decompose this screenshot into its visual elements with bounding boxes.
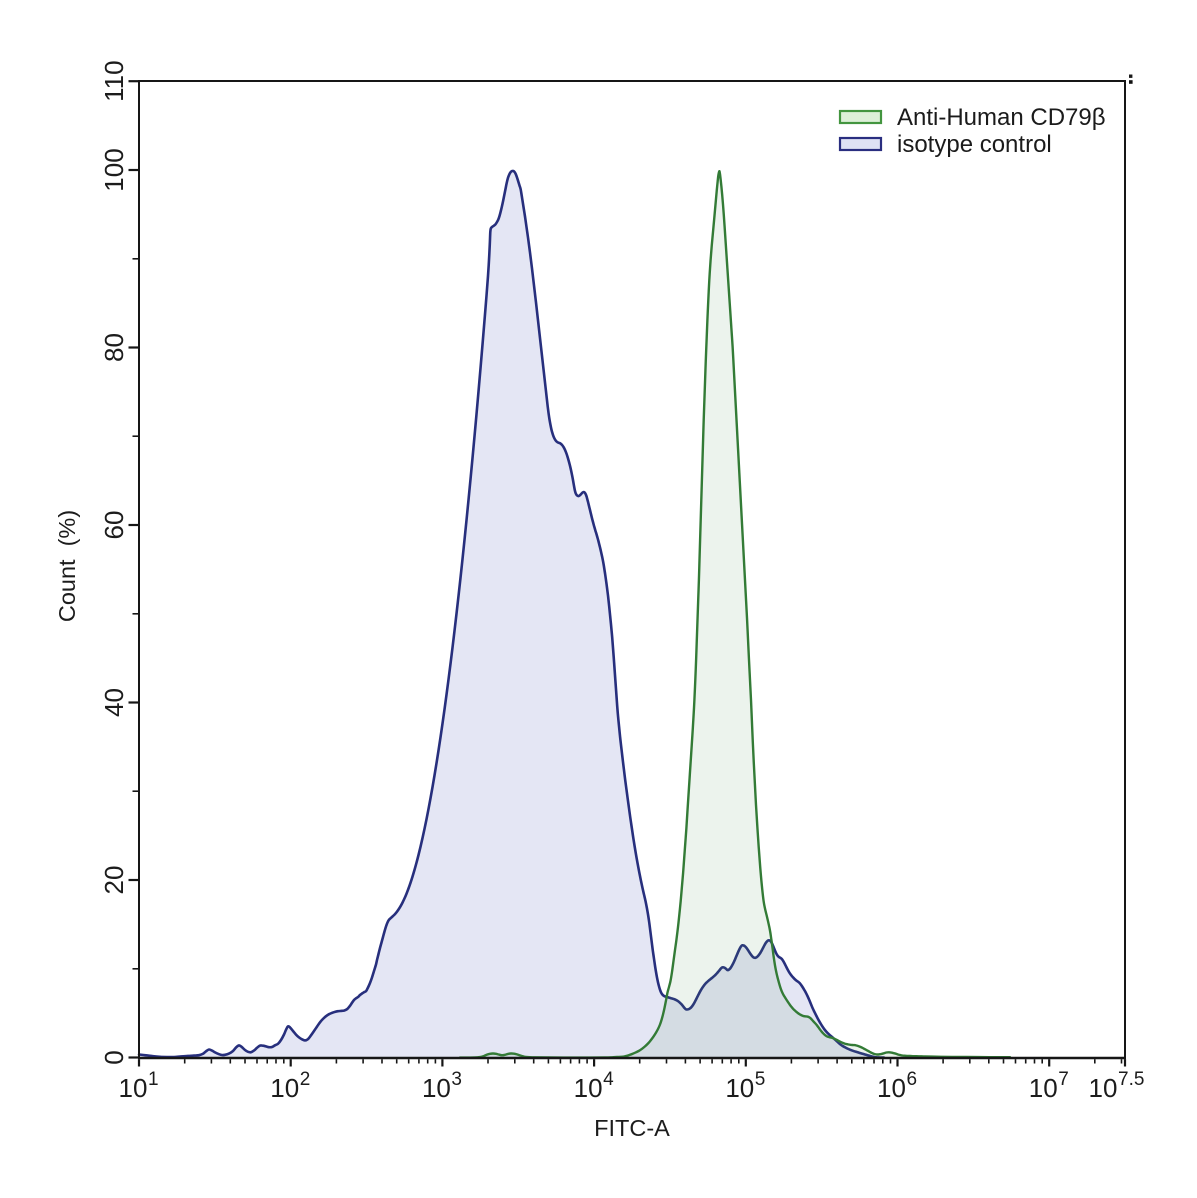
svg-text:20: 20 (99, 866, 129, 895)
svg-text:10: 10 (877, 1073, 906, 1103)
svg-text:5: 5 (755, 1069, 766, 1090)
svg-text:3: 3 (451, 1069, 462, 1090)
svg-text:80: 80 (99, 333, 129, 362)
svg-text:40: 40 (99, 688, 129, 717)
svg-text:6: 6 (907, 1069, 918, 1090)
svg-text:10: 10 (574, 1073, 603, 1103)
svg-text:7: 7 (1058, 1069, 1069, 1090)
svg-text:10: 10 (119, 1073, 148, 1103)
svg-text:Count (%): Count (%) (54, 510, 80, 622)
svg-text:0: 0 (99, 1050, 129, 1064)
svg-text:7.5: 7.5 (1118, 1069, 1144, 1090)
svg-text:Anti-Human CD79β: Anti-Human CD79β (897, 104, 1106, 131)
svg-text:4: 4 (603, 1069, 614, 1090)
svg-text:100: 100 (99, 148, 129, 191)
svg-text:1: 1 (148, 1069, 159, 1090)
svg-text:FITC-A: FITC-A (594, 1115, 670, 1141)
svg-text:10: 10 (422, 1073, 451, 1103)
svg-text:10: 10 (270, 1073, 299, 1103)
svg-text:10: 10 (725, 1073, 754, 1103)
svg-text:60: 60 (99, 511, 129, 540)
svg-text:10: 10 (1089, 1073, 1118, 1103)
svg-text:110: 110 (99, 60, 129, 101)
svg-text:10: 10 (1029, 1073, 1058, 1103)
svg-text:2: 2 (300, 1069, 311, 1090)
svg-text:isotype control: isotype control (897, 131, 1052, 158)
